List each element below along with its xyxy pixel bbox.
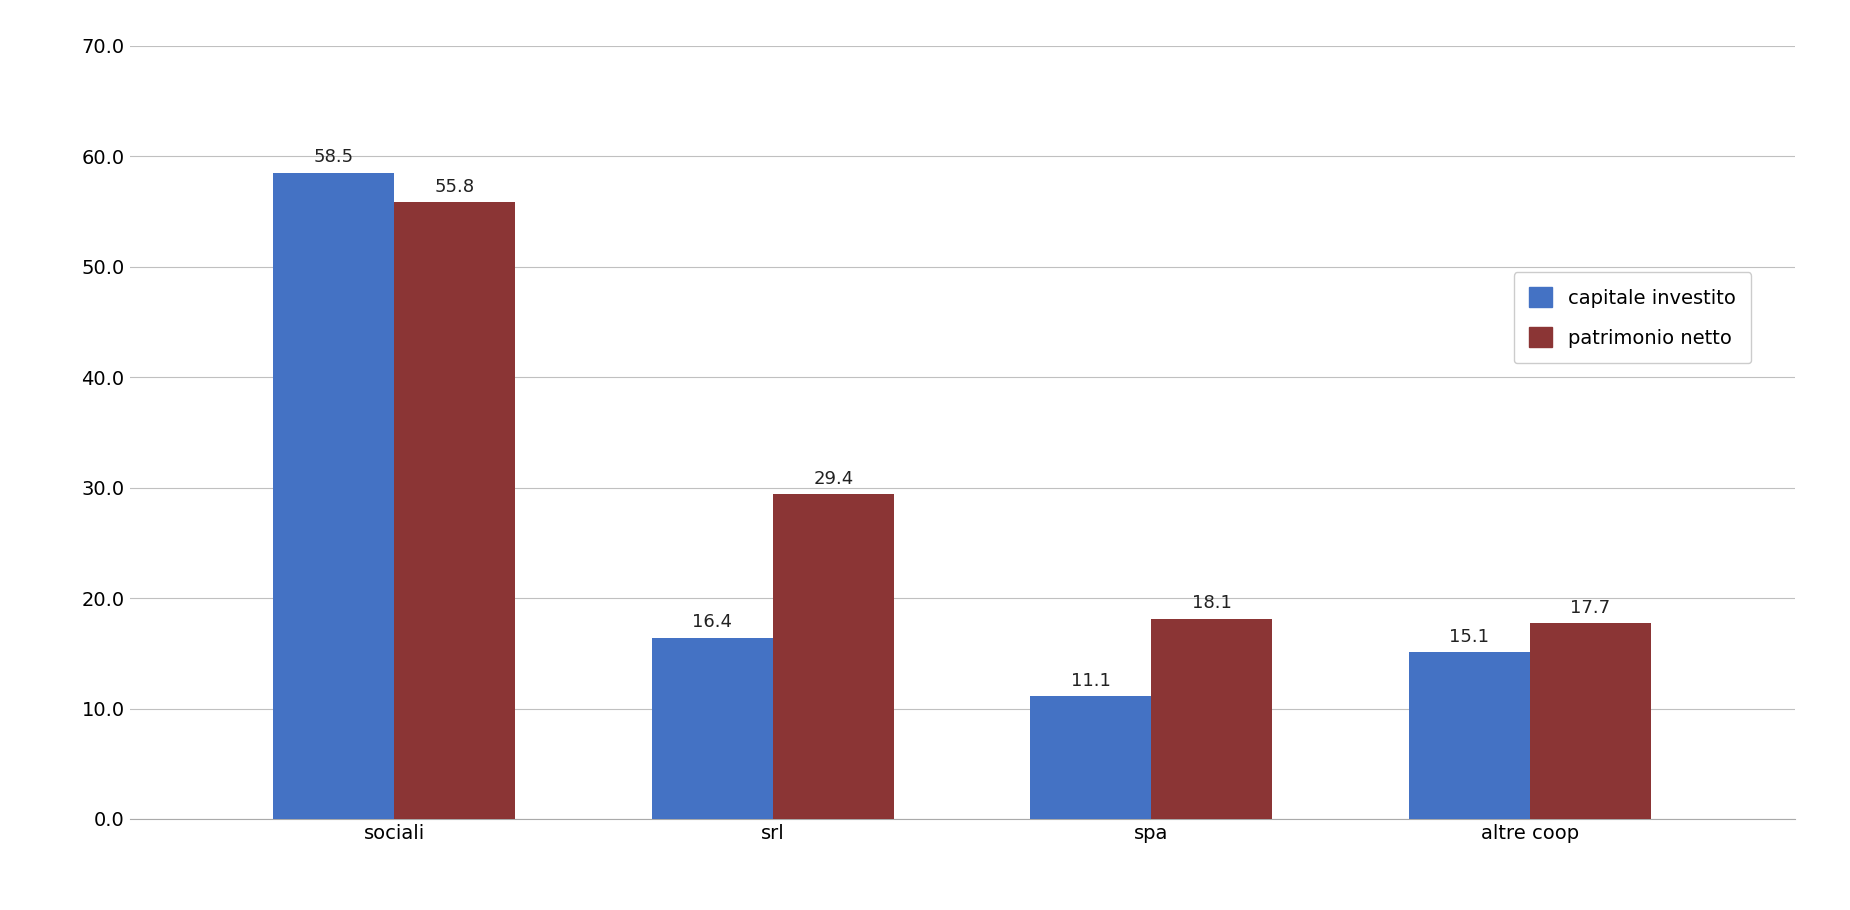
Bar [274,173,394,819]
Bar [1151,619,1273,819]
Text: 58.5: 58.5 [314,148,353,166]
Text: 55.8: 55.8 [435,177,475,196]
Bar [651,638,773,819]
Text: 17.7: 17.7 [1571,599,1610,617]
Text: 18.1: 18.1 [1191,594,1232,612]
Bar [773,494,894,819]
Text: 16.4: 16.4 [692,613,733,632]
Text: 15.1: 15.1 [1449,628,1489,645]
Legend: capitale investito, patrimonio netto: capitale investito, patrimonio netto [1513,272,1752,363]
Text: 11.1: 11.1 [1071,672,1110,690]
Bar [1030,696,1151,819]
Text: 29.4: 29.4 [814,470,853,488]
Bar [1408,652,1530,819]
Bar [1530,623,1650,819]
Bar [394,202,516,819]
